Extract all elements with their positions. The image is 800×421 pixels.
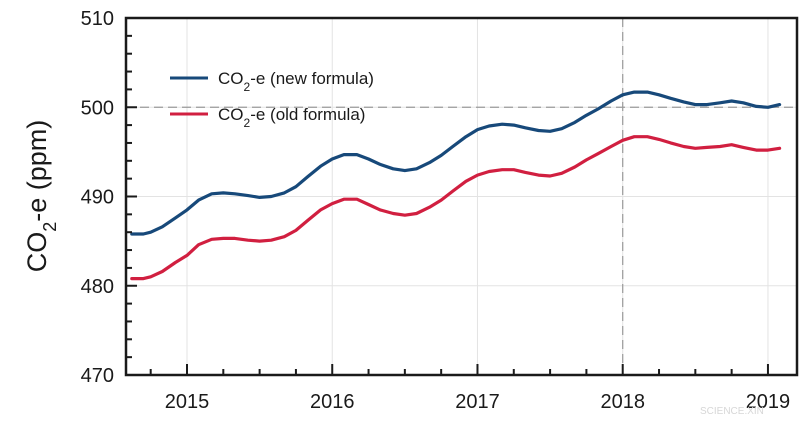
series-line-old-formula (130, 135, 782, 281)
x-tick-label-2017: 2017 (455, 391, 500, 413)
legend: CO2-e (new formula) CO2-e (old formula) (170, 69, 374, 130)
y-tick-label-510: 510 (81, 8, 114, 30)
series-lines (130, 90, 782, 281)
x-tick-label-2015: 2015 (165, 391, 210, 413)
legend-label-old-formula: CO2-e (old formula) (218, 105, 365, 130)
axis-ticks (126, 17, 769, 376)
series-line-new-formula (130, 90, 782, 236)
y-axis-title: CO2-e (ppm) (22, 120, 60, 273)
legend-label-new-formula: CO2-e (new formula) (218, 69, 374, 94)
x-tick-labels: 2015 2016 2017 2018 2019 (165, 391, 790, 413)
x-tick-label-2016: 2016 (310, 391, 355, 413)
y-tick-label-470: 470 (81, 365, 114, 387)
x-tick-label-2019: 2019 (746, 391, 791, 413)
y-tick-label-480: 480 (81, 276, 114, 298)
y-tick-label-490: 490 (81, 187, 114, 209)
y-tick-label-500: 500 (81, 97, 114, 119)
x-tick-label-2018: 2018 (600, 391, 645, 413)
watermark-text: SCIENCE.XIN (700, 406, 764, 417)
y-tick-labels: 470 480 490 500 510 (81, 8, 114, 387)
reference-lines (126, 18, 797, 375)
